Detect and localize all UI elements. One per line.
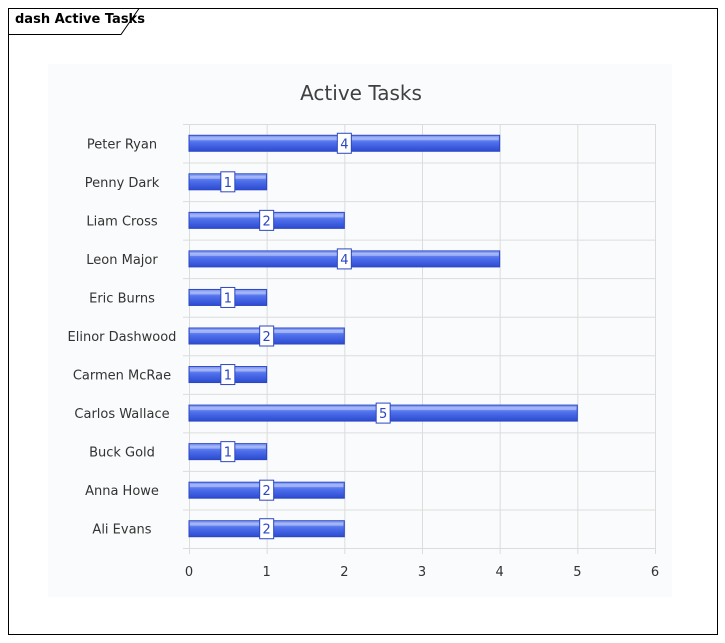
data-label-box bbox=[220, 171, 236, 193]
data-label: 4 bbox=[340, 253, 348, 268]
data-label: 5 bbox=[379, 407, 387, 422]
data-label-box bbox=[259, 209, 275, 231]
data-label: 4 bbox=[340, 137, 348, 152]
data-label-box bbox=[220, 286, 236, 308]
data-label-box bbox=[259, 325, 275, 347]
x-tick-label: 3 bbox=[418, 565, 426, 580]
data-label: 2 bbox=[263, 523, 271, 538]
data-label-box bbox=[336, 248, 352, 270]
x-tick-label: 1 bbox=[263, 565, 271, 580]
bar-series: 4 1 2 4 1 2 1 5 1 2 2 bbox=[188, 132, 578, 540]
grid-lines bbox=[183, 124, 656, 554]
chart-panel: Active Tasks 4 1 2 4 1 2 1 5 1 2 2 Peter Ryan Penny… bbox=[48, 64, 672, 597]
category-label: Leon Major bbox=[86, 253, 158, 268]
category-label: Liam Cross bbox=[86, 214, 157, 229]
data-label: 2 bbox=[263, 484, 271, 499]
x-tick-label: 0 bbox=[185, 565, 193, 580]
data-label: 2 bbox=[263, 214, 271, 229]
data-label: 1 bbox=[224, 369, 232, 384]
x-tick-label: 4 bbox=[496, 565, 504, 580]
x-axis-ticks: 0 1 2 3 4 5 6 bbox=[185, 565, 659, 580]
data-label: 1 bbox=[224, 176, 232, 191]
category-label: Carlos Wallace bbox=[74, 407, 169, 422]
category-label: Eric Burns bbox=[89, 291, 155, 306]
data-label-box bbox=[336, 132, 352, 154]
diagram-tab-label: dash Active Tasks bbox=[15, 12, 145, 27]
data-label-box bbox=[259, 479, 275, 501]
data-label-box bbox=[259, 518, 275, 540]
x-tick-label: 6 bbox=[651, 565, 659, 580]
data-label: 1 bbox=[224, 291, 232, 306]
category-label: Ali Evans bbox=[92, 523, 151, 538]
data-label-box bbox=[220, 364, 236, 386]
category-label: Buck Gold bbox=[89, 446, 155, 461]
x-tick-label: 5 bbox=[573, 565, 581, 580]
diagram-tab bbox=[8, 8, 140, 35]
category-label: Carmen McRae bbox=[73, 369, 171, 384]
data-label-box bbox=[375, 402, 391, 424]
category-label: Peter Ryan bbox=[87, 137, 157, 152]
category-label: Elinor Dashwood bbox=[68, 330, 177, 345]
x-tick-label: 2 bbox=[340, 565, 348, 580]
data-label: 1 bbox=[224, 446, 232, 461]
data-label: 2 bbox=[263, 330, 271, 345]
chart-title: Active Tasks bbox=[300, 81, 422, 105]
data-label-box bbox=[220, 441, 236, 463]
category-labels: Peter Ryan Penny Dark Liam Cross Leon Major… bbox=[68, 137, 177, 537]
category-label: Penny Dark bbox=[85, 176, 160, 191]
active-tasks-chart: Active Tasks 4 1 2 4 1 2 1 5 1 2 2 Peter Ryan Penny… bbox=[68, 81, 660, 580]
category-label: Anna Howe bbox=[85, 484, 159, 499]
